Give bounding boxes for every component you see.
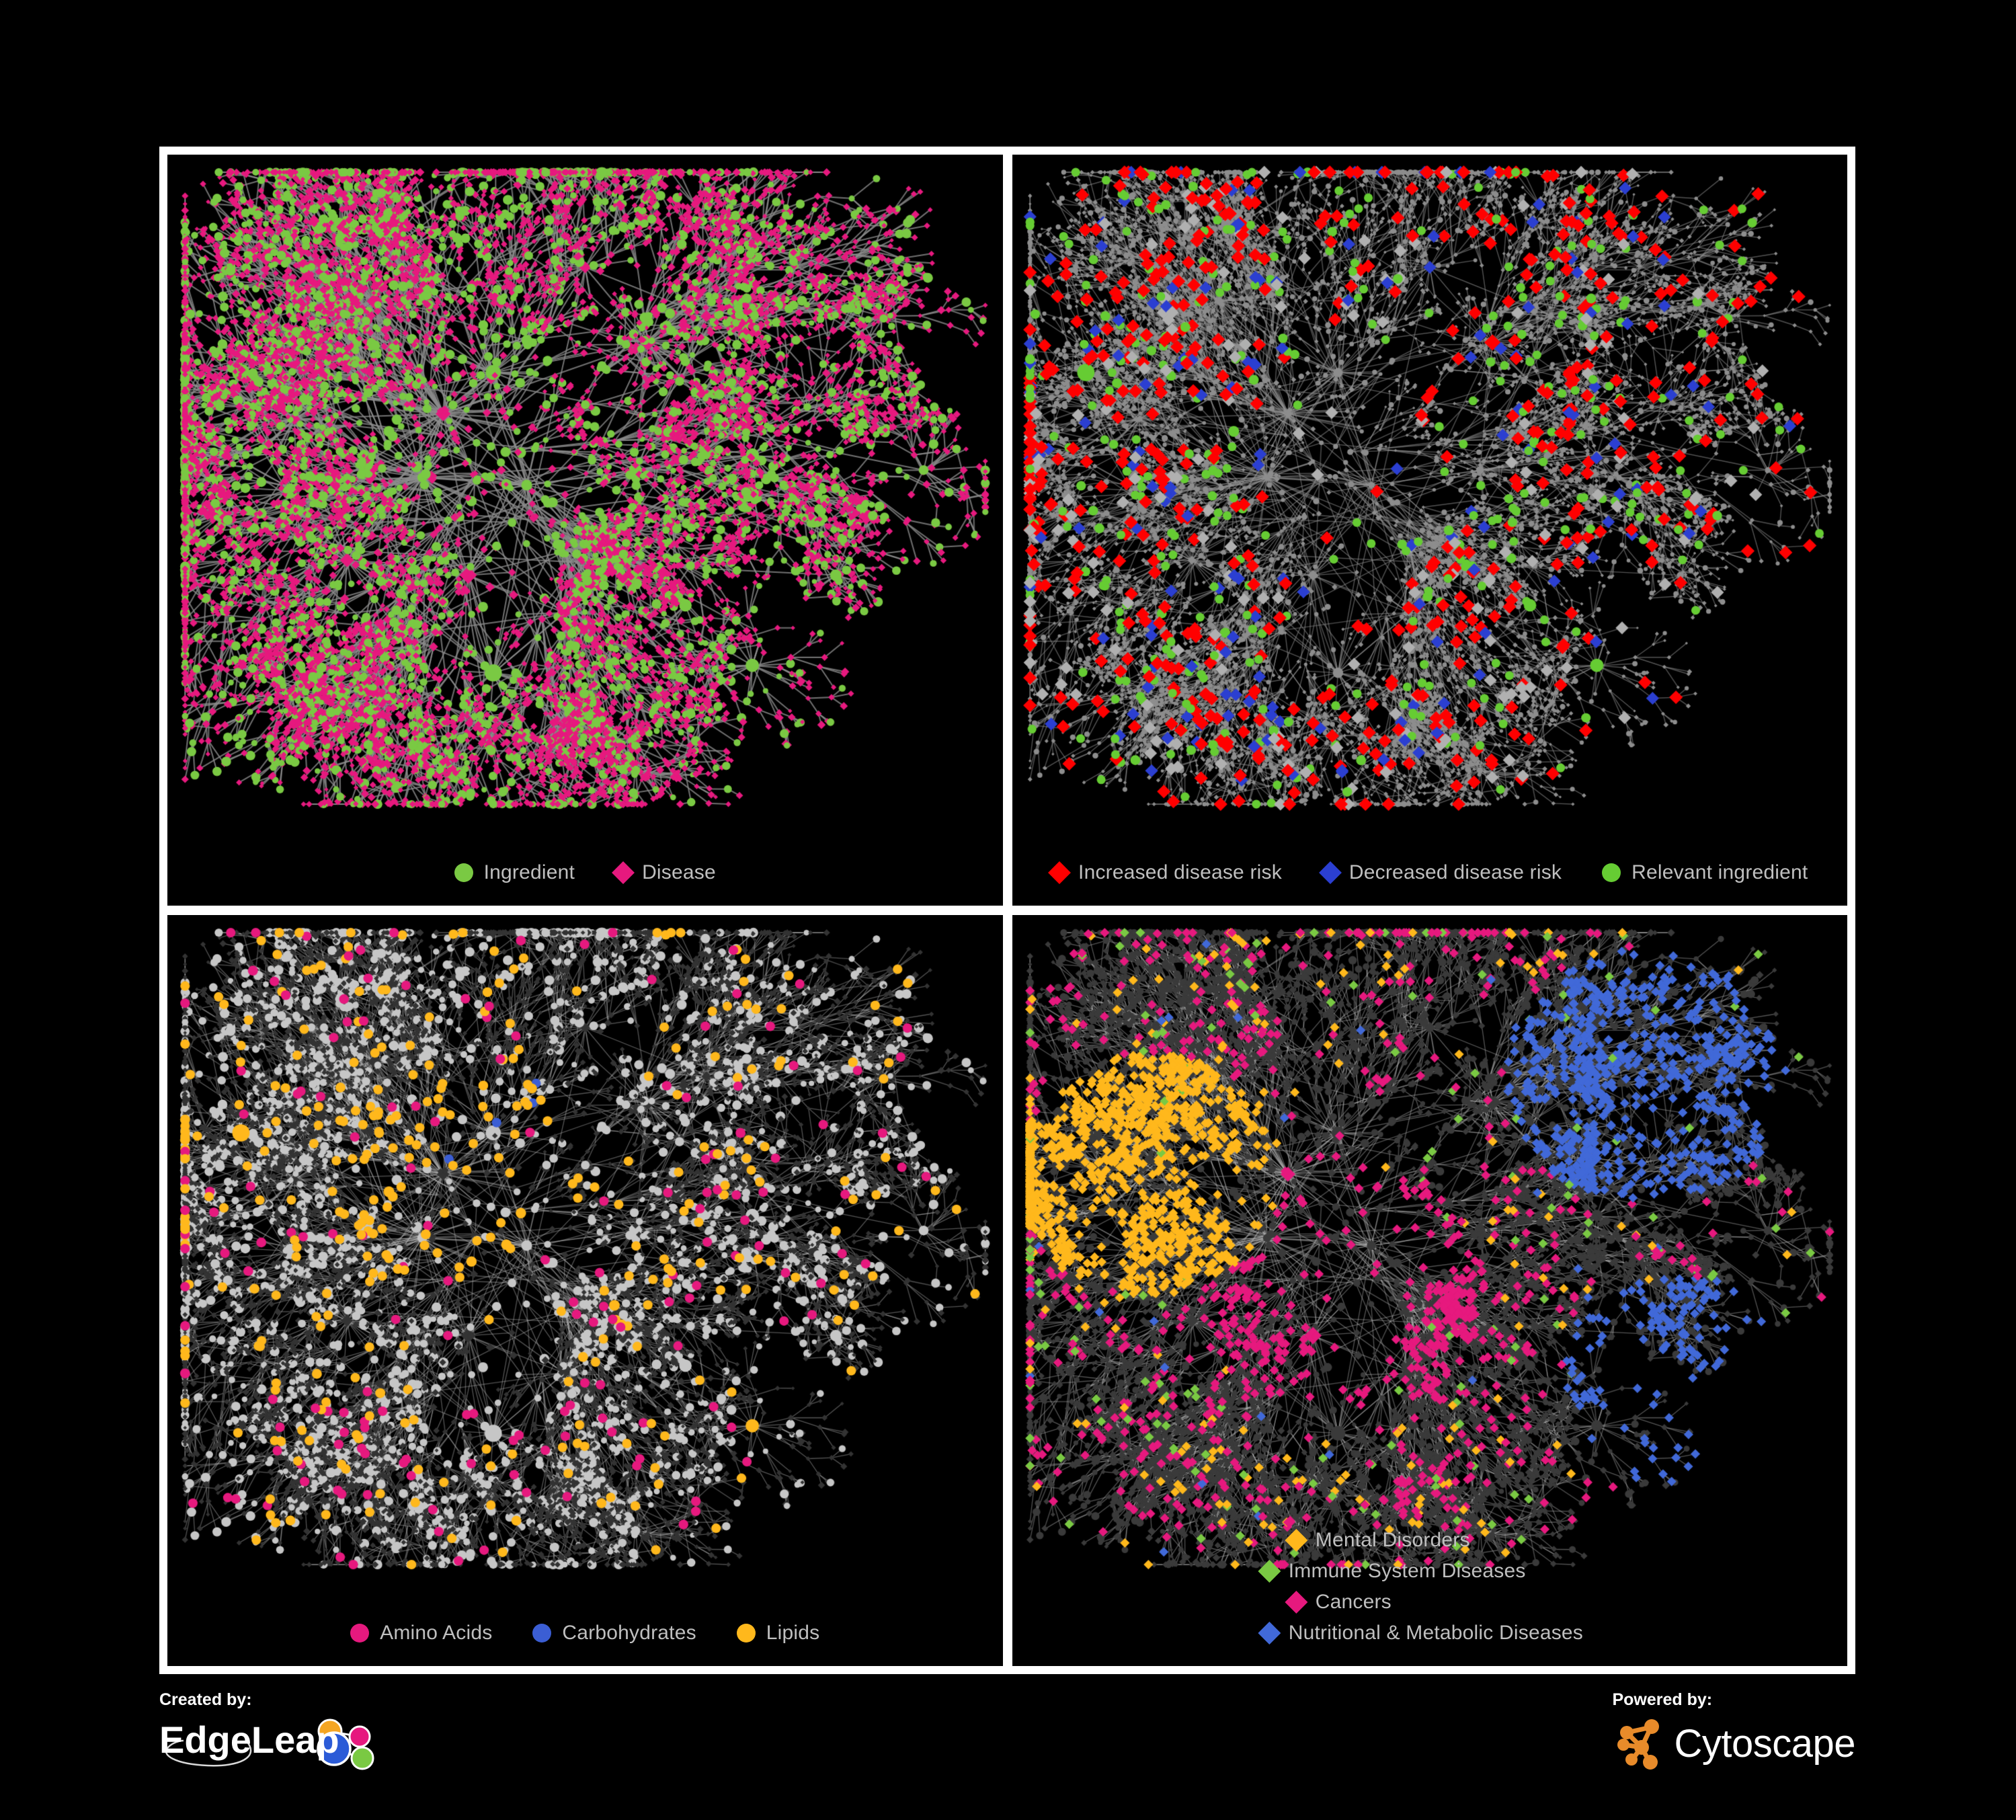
edgeleap-wordmark: EdgeLeap [159,1718,339,1761]
network-canvas-ingredient-disease[interactable] [167,155,1003,906]
panel-nutrient-classes[interactable]: Amino Acids Carbohydrates Lipids [167,915,1003,1666]
cytoscape-icon [1617,1719,1660,1770]
figure-frame: Ingredient Disease Increased disease ris… [159,147,1855,1674]
edgeleap-logo: EdgeLeap [159,1715,382,1774]
network-canvas-nutrient-classes[interactable] [167,915,1003,1666]
brand-edgeleap[interactable]: Created by: EdgeLeap [159,1692,382,1774]
network-canvas-disease-classes[interactable] [1012,915,1847,1666]
edgeleap-swoosh-icon [165,1739,252,1767]
powered-by-label: Powered by: [1612,1690,1713,1709]
edgeleap-node-graph-icon [317,1718,374,1770]
cytoscape-wordmark: Cytoscape [1674,1722,1855,1766]
created-by-label: Created by: [159,1690,252,1709]
panel-disease-risk[interactable]: Increased disease risk Decreased disease… [1012,155,1847,906]
panel-ingredient-disease[interactable]: Ingredient Disease [167,155,1003,906]
brand-cytoscape[interactable]: Powered by: [1612,1692,1855,1773]
network-canvas-disease-risk[interactable] [1012,155,1847,906]
cytoscape-logo: Cytoscape [1612,1715,1855,1773]
panel-disease-classes[interactable]: Mental Disorders Immune System Diseases … [1012,915,1847,1666]
footer: Created by: EdgeLeap [159,1685,1855,1799]
